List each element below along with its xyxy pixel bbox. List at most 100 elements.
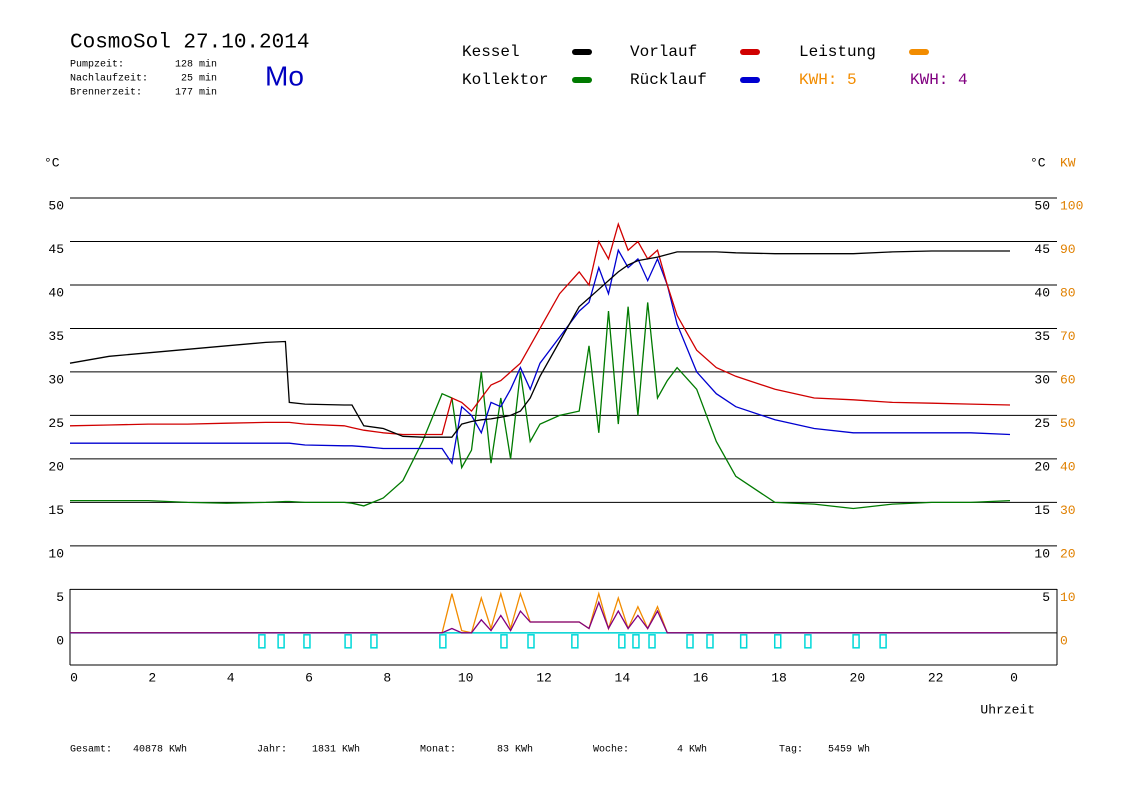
- y-tick-label: 20: [48, 459, 64, 474]
- event-marker: [852, 634, 860, 649]
- y-tick-label-right: 30: [1034, 372, 1050, 387]
- event-marker: [618, 634, 626, 649]
- y-tick-label-right: 10: [1034, 546, 1050, 561]
- series-line: [70, 248, 1011, 465]
- y-tick-label: 40: [48, 285, 64, 300]
- legend-note: KWH: 5: [799, 71, 857, 89]
- series-line: [70, 302, 1011, 510]
- footer-value: 1831 KWh: [312, 744, 360, 756]
- footer-value: 5459 Wh: [828, 744, 870, 756]
- y-tick-label: 15: [48, 503, 64, 518]
- y2-tick-label: 30: [1060, 503, 1076, 518]
- y2-tick-label: 90: [1060, 242, 1076, 257]
- event-marker: [500, 634, 508, 649]
- y-tick-label: 0: [56, 633, 64, 648]
- stat-label: Brennerzeit:: [70, 87, 142, 99]
- series-line: [69, 222, 1011, 436]
- y-tick-label: 35: [48, 329, 64, 344]
- x-tick-label: 18: [771, 670, 787, 685]
- x-tick-label: 6: [305, 670, 313, 685]
- series-line: [70, 591, 1010, 634]
- event-marker: [370, 634, 378, 649]
- stat-value: 128 min: [175, 59, 217, 71]
- y-tick-label-right: 25: [1034, 416, 1050, 431]
- x-tick-label: 10: [458, 670, 474, 685]
- y2-tick-label: 40: [1060, 459, 1076, 474]
- stat-value: 25 min: [181, 73, 217, 85]
- y2-tick-label: 0: [1060, 633, 1068, 648]
- x-tick-label: 22: [928, 670, 944, 685]
- legend-label: Leistung: [799, 43, 876, 61]
- legend-label: Kessel: [462, 43, 520, 61]
- event-marker: [773, 634, 782, 649]
- y2-tick-label: 80: [1060, 285, 1076, 300]
- event-marker: [258, 634, 266, 649]
- footer-label: Jahr:: [257, 744, 287, 756]
- event-marker: [632, 634, 640, 649]
- event-marker: [571, 634, 579, 649]
- y2-axis-label: KW: [1060, 155, 1076, 170]
- event-marker: [439, 634, 447, 649]
- y-axis-label-right: °C: [1030, 155, 1046, 170]
- y2-tick-label: 70: [1060, 329, 1076, 344]
- y2-tick-label: 60: [1060, 372, 1076, 387]
- y-tick-label-right: 45: [1034, 242, 1050, 257]
- weekday: Mo: [265, 60, 304, 91]
- footer-label: Gesamt:: [70, 745, 112, 756]
- x-tick-label: 16: [693, 670, 709, 685]
- footer-label: Woche:: [593, 744, 629, 756]
- x-tick-label: 4: [227, 670, 235, 685]
- event-marker: [706, 634, 714, 649]
- x-tick-label: 0: [1010, 670, 1018, 685]
- event-marker: [804, 634, 812, 649]
- event-marker: [303, 634, 311, 649]
- y-tick-label: 25: [48, 416, 64, 431]
- x-axis-label: Uhrzeit: [980, 702, 1035, 717]
- y-axis-label: °C: [44, 155, 60, 170]
- event-marker: [648, 634, 656, 649]
- x-tick-label: 0: [70, 670, 78, 685]
- y2-tick-label: 10: [1060, 590, 1076, 605]
- y-tick-label-right: 15: [1034, 503, 1050, 518]
- x-tick-label: 8: [383, 670, 391, 685]
- y-tick-label-right: 35: [1034, 329, 1050, 344]
- footer-value: 40878 KWh: [133, 744, 187, 756]
- footer-value: 83 KWh: [497, 744, 533, 756]
- y-tick-label: 45: [48, 242, 64, 257]
- legend-label: Rücklauf: [630, 71, 707, 89]
- stat-value: 177 min: [175, 87, 217, 99]
- x-tick-label: 12: [536, 670, 552, 685]
- footer-value: 4 KWh: [677, 744, 707, 756]
- footer-label: Monat:: [420, 745, 456, 756]
- event-marker: [344, 634, 352, 649]
- event-marker: [739, 634, 748, 649]
- y2-tick-label: 100: [1060, 198, 1083, 213]
- x-tick-label: 20: [850, 670, 866, 685]
- y-tick-label: 5: [56, 590, 64, 605]
- stat-label: Pumpzeit:: [70, 59, 124, 71]
- x-tick-label: 14: [615, 670, 631, 685]
- event-marker: [527, 634, 535, 649]
- y-tick-label: 10: [48, 546, 64, 561]
- y-tick-label-right: 50: [1034, 198, 1050, 213]
- y-tick-label: 50: [48, 198, 64, 213]
- series-line: [70, 600, 1010, 634]
- legend-label: KWH: 4: [910, 71, 968, 89]
- title: CosmoSol 27.10.2014: [70, 32, 309, 55]
- y-tick-label-right: 5: [1042, 590, 1050, 605]
- y-tick-label-right: 40: [1034, 285, 1050, 300]
- legend-label: Kollektor: [462, 71, 548, 89]
- event-marker: [686, 634, 694, 649]
- series-line: [69, 250, 1010, 438]
- footer-label: Tag:: [779, 745, 803, 756]
- stat-label: Nachlaufzeit:: [70, 73, 148, 85]
- event-marker: [277, 634, 285, 649]
- y-tick-label: 30: [48, 372, 64, 387]
- legend-label: Vorlauf: [630, 43, 697, 61]
- event-marker: [879, 634, 887, 649]
- y-tick-label-right: 20: [1034, 459, 1050, 474]
- x-tick-label: 2: [148, 670, 156, 685]
- y2-tick-label: 20: [1060, 546, 1076, 561]
